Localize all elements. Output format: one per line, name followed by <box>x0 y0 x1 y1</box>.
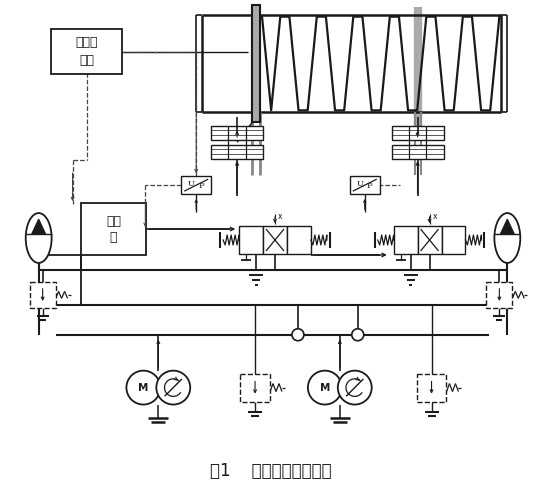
Bar <box>416 374 446 402</box>
Polygon shape <box>500 219 514 234</box>
Text: 测速发: 测速发 <box>75 36 98 49</box>
Text: M: M <box>320 383 330 393</box>
Polygon shape <box>31 219 46 234</box>
Bar <box>30 282 55 308</box>
Bar <box>80 203 147 255</box>
Text: 器: 器 <box>110 230 117 244</box>
Text: 控制: 控制 <box>106 215 121 227</box>
Ellipse shape <box>26 213 52 263</box>
Bar <box>240 374 270 402</box>
Ellipse shape <box>494 213 520 263</box>
Circle shape <box>308 371 342 405</box>
Text: U: U <box>188 180 195 188</box>
Bar <box>181 176 211 194</box>
Text: P: P <box>367 182 372 190</box>
Circle shape <box>156 371 190 405</box>
Circle shape <box>292 329 304 341</box>
Bar <box>418 226 441 254</box>
Text: 电机: 电机 <box>79 54 94 67</box>
Text: x: x <box>278 211 282 221</box>
Text: U: U <box>356 180 363 188</box>
Bar <box>392 145 444 159</box>
Bar <box>392 126 444 140</box>
Circle shape <box>352 329 364 341</box>
Bar <box>239 226 263 254</box>
Bar <box>350 176 380 194</box>
Bar <box>394 226 418 254</box>
Bar <box>487 282 512 308</box>
Bar <box>263 226 287 254</box>
Circle shape <box>338 371 372 405</box>
Bar <box>211 145 263 159</box>
Bar <box>252 5 260 122</box>
Bar <box>211 126 263 140</box>
Circle shape <box>127 371 160 405</box>
Text: x: x <box>433 211 437 221</box>
Text: 图1    恒减速系统原理图: 图1 恒减速系统原理图 <box>210 462 332 480</box>
Bar <box>287 226 311 254</box>
Text: P: P <box>198 182 204 190</box>
Bar <box>50 29 122 75</box>
Bar <box>441 226 465 254</box>
Text: M: M <box>138 383 149 393</box>
